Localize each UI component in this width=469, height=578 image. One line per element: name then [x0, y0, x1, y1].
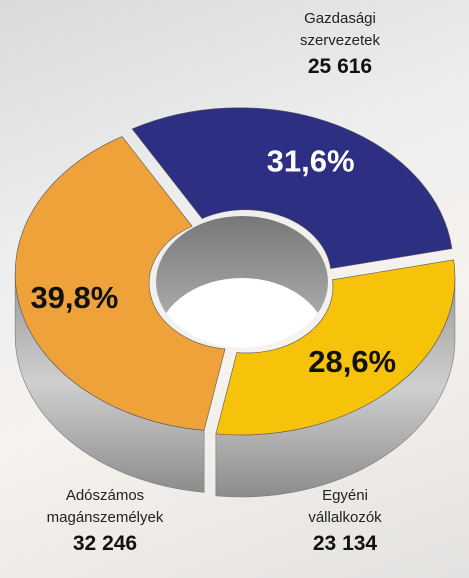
slice	[215, 259, 456, 436]
count-label: 23 134	[312, 532, 378, 555]
value-label: 28,6%	[308, 344, 396, 379]
hole-floor	[156, 278, 328, 348]
category-label: Gazdasági szervezetek 25 616	[285, 8, 395, 82]
slice	[131, 107, 453, 269]
value-label: 31,6%	[267, 144, 355, 179]
category-label: Egyéni vállalkozók 23 134	[290, 485, 400, 559]
count-label: 32 246	[72, 532, 138, 555]
count-label: 25 616	[307, 55, 373, 78]
category-label: Adószámos magánszemélyek 32 246	[30, 485, 180, 559]
slice	[14, 136, 226, 431]
value-label: 39,8%	[30, 280, 118, 315]
